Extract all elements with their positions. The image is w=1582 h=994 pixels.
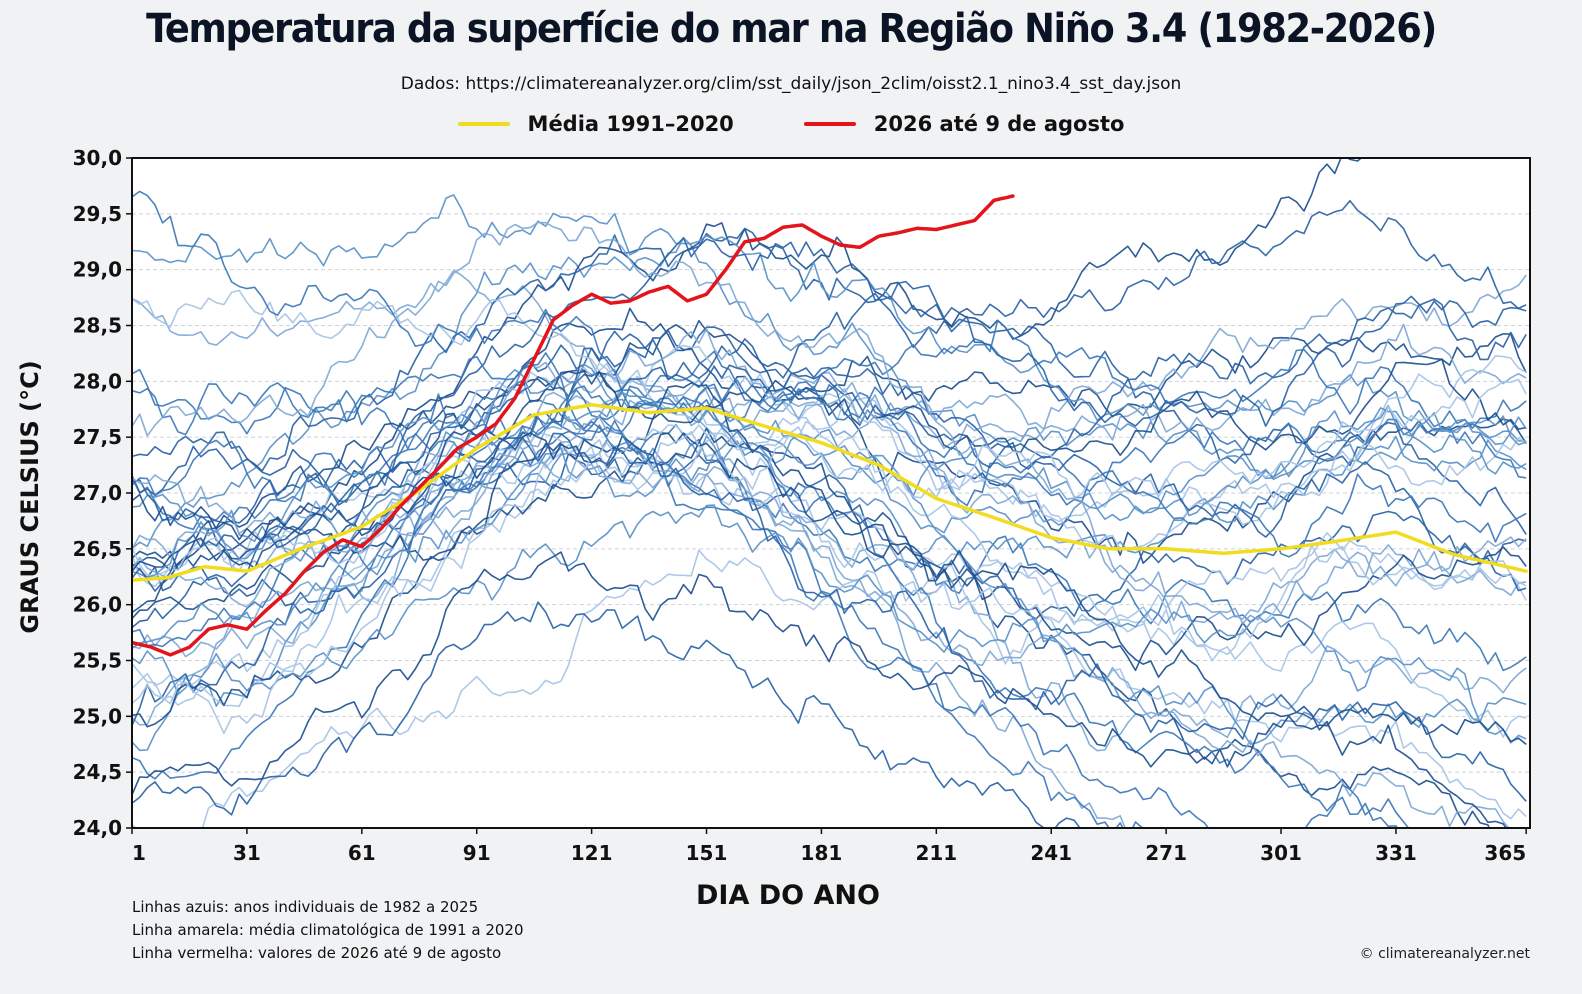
year-line xyxy=(132,319,1527,648)
year-line xyxy=(132,319,1527,571)
x-tick-label: 331 xyxy=(1375,841,1417,865)
y-tick-label: 24,5 xyxy=(73,760,122,784)
y-tick-label: 30,0 xyxy=(73,146,122,170)
x-tick-label: 211 xyxy=(915,841,957,865)
credit: © climatereanalyzer.net xyxy=(1359,946,1530,962)
y-tick-label: 28,0 xyxy=(73,369,122,393)
year-line xyxy=(132,158,1363,614)
year-line xyxy=(132,379,1527,672)
year-line xyxy=(132,427,1491,828)
year-line xyxy=(132,504,1527,744)
x-tick-label: 151 xyxy=(686,841,728,865)
y-tick-label: 28,5 xyxy=(73,314,122,338)
year-line xyxy=(132,435,1527,633)
year-line xyxy=(132,269,1126,828)
x-tick-label: 121 xyxy=(571,841,613,865)
year-line xyxy=(132,221,1527,625)
y-tick-label: 29,0 xyxy=(73,258,122,282)
year-line xyxy=(132,370,1508,828)
legend-swatch-mean xyxy=(457,122,510,126)
year-line xyxy=(132,601,1081,828)
y-tick-label: 27,5 xyxy=(73,425,122,449)
x-tick-label: 31 xyxy=(233,841,261,865)
legend: Média 1991–2020 2026 até 9 de agosto xyxy=(0,112,1582,136)
year-line xyxy=(132,428,1527,672)
year-line xyxy=(132,438,1510,828)
legend-item-mean: Média 1991–2020 xyxy=(457,112,734,136)
year-line xyxy=(132,289,1527,820)
x-tick-label: 91 xyxy=(463,841,491,865)
y-tick-label: 27,0 xyxy=(73,481,122,505)
year-line xyxy=(132,378,1527,735)
legend-swatch-2026 xyxy=(803,122,856,126)
x-tick-label: 271 xyxy=(1145,841,1187,865)
year-line xyxy=(132,237,1527,629)
chart-title: Temperatura da superfície do mar na Regi… xyxy=(146,6,1437,52)
year-line xyxy=(132,344,1527,689)
y-axis-ticks: 24,0 24,5 25,0 25,5 26,0 26,5 27,0 27,5 28,0 28,5… xyxy=(73,146,132,840)
legend-item-2026: 2026 até 9 de agosto xyxy=(803,112,1125,136)
note-blue-lines: Linhas azuis: anos individuais de 1982 a… xyxy=(132,898,479,916)
year-2026-line xyxy=(132,194,1015,657)
x-tick-label: 365 xyxy=(1484,841,1526,865)
x-axis-ticks: 1 31 61 91 121 151 181 211 241 271 301 331 365 xyxy=(131,828,1527,865)
chart-subtitle: Dados: https://climatereanalyzer.org/cli… xyxy=(400,74,1182,94)
note-red-line: Linha vermelha: valores de 2026 até 9 de… xyxy=(132,944,502,962)
y-tick-label: 26,0 xyxy=(73,593,122,617)
year-line xyxy=(132,350,1527,507)
legend-label-2026: 2026 até 9 de agosto xyxy=(873,112,1125,136)
legend-label-mean: Média 1991–2020 xyxy=(527,112,734,136)
year-line xyxy=(132,551,1527,796)
year-line xyxy=(132,387,1527,708)
year-line xyxy=(132,379,1527,780)
y-tick-label: 25,5 xyxy=(73,649,122,673)
year-line xyxy=(132,190,1399,828)
highlight-lines xyxy=(132,194,1528,657)
y-tick-label: 26,5 xyxy=(73,537,122,561)
year-line xyxy=(132,323,1527,658)
x-tick-label: 1 xyxy=(132,841,146,865)
x-tick-label: 301 xyxy=(1260,841,1302,865)
y-tick-label: 29,5 xyxy=(73,202,122,226)
year-line xyxy=(132,298,1527,726)
year-line xyxy=(132,407,1527,650)
x-tick-label: 61 xyxy=(348,841,376,865)
year-line xyxy=(132,415,1527,752)
x-axis-label: DIA DO ANO xyxy=(696,880,880,911)
y-tick-label: 25,0 xyxy=(73,704,122,728)
y-tick-label: 24,0 xyxy=(73,816,122,840)
mean-1991-2020-line xyxy=(132,403,1528,582)
year-line xyxy=(132,352,1410,828)
x-tick-label: 181 xyxy=(801,841,843,865)
x-tick-label: 241 xyxy=(1030,841,1072,865)
year-line xyxy=(132,432,1527,802)
notes: Linhas azuis: anos individuais de 1982 a… xyxy=(132,896,524,965)
year-line xyxy=(132,327,1527,624)
y-axis-label: GRAUS CELSIUS (°C) xyxy=(16,360,44,634)
year-line xyxy=(132,194,1527,446)
year-line xyxy=(132,395,1527,562)
year-line xyxy=(132,199,1527,497)
note-yellow-line: Linha amarela: média climatológica de 19… xyxy=(132,921,524,939)
year-line xyxy=(132,434,1527,752)
